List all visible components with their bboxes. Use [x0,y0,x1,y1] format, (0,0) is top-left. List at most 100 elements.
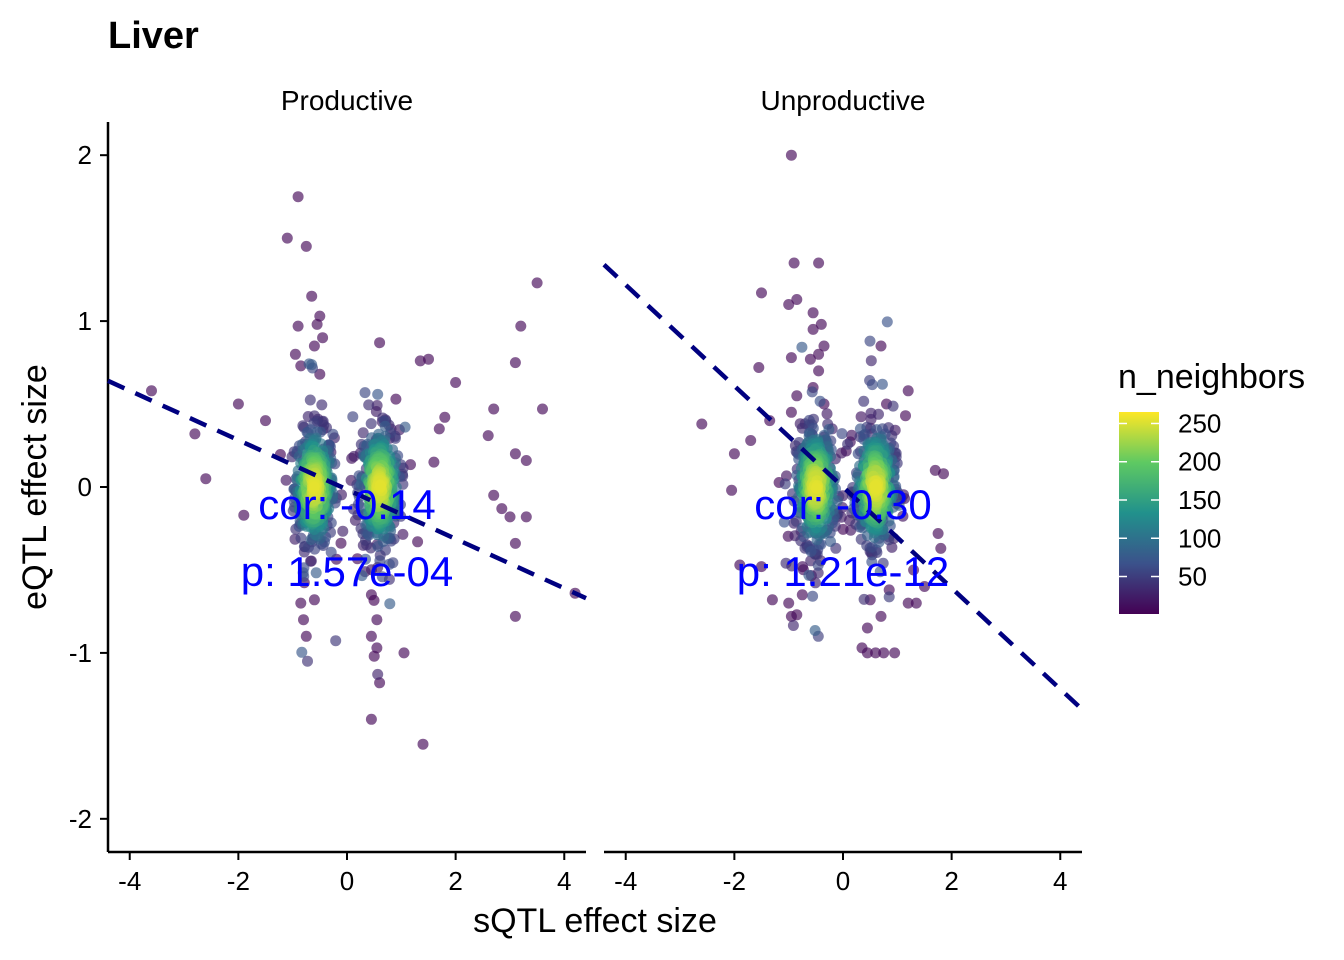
data-point [728,448,740,460]
data-point [300,240,312,252]
data-point [818,340,830,352]
data-point [815,318,827,330]
data-point [295,597,307,609]
data-point [371,400,383,411]
data-point [779,478,791,490]
data-point [809,625,821,636]
correlation-label: cor: -0.30 [754,481,931,528]
data-point [311,318,323,330]
data-point [356,570,368,582]
data-point [791,390,803,402]
data-point [439,411,451,423]
data-point [788,257,800,269]
x-axis-title: sQTL effect size [473,902,717,940]
data-point [910,597,922,609]
data-point [783,597,795,609]
data-point [390,393,402,405]
data-point [314,310,326,322]
data-point [292,320,304,332]
data-point [883,591,895,603]
data-point [363,399,375,411]
data-point [383,558,395,570]
data-point [807,590,819,602]
data-point [379,420,391,432]
data-point [368,650,380,662]
data-point [365,418,377,430]
data-point [351,553,363,565]
x-tick-label: -2 [227,866,250,896]
data-point [509,610,521,622]
data-point [812,559,824,571]
data-point [813,348,825,360]
y-axis-title: eQTL effect size [16,364,54,610]
panel-productive: Productive -4 -2 0 2 4 -2 -1 0 1 2 cor: -0.14 p: 1.5… [69,85,587,896]
data-point [813,257,825,269]
data-point [372,668,384,680]
data-point [296,646,308,658]
data-point [260,415,271,427]
data-point [858,395,870,407]
x-tick-label: -4 [614,866,637,896]
data-point [310,567,322,579]
data-point [384,598,396,610]
data-point [756,561,767,573]
data-point [397,528,409,540]
correlation-label: cor: -0.14 [258,481,435,528]
data-point [864,335,876,347]
points [146,191,581,750]
data-point [861,622,873,634]
data-point [357,427,369,439]
data-point [359,387,371,399]
data-point [866,556,878,568]
data-point [371,614,383,626]
data-point [308,340,320,352]
data-point [365,713,377,725]
panel-unproductive: Unproductive -4 -2 0 2 4 cor: -0.30 p: 1.21e-12 [602,85,1084,896]
data-point [870,481,881,493]
data-point [292,191,304,203]
data-point [306,290,318,302]
data-point [807,307,819,319]
data-point [902,385,914,397]
data-point [778,516,790,528]
data-point [797,561,808,573]
data-point [488,489,500,501]
data-point [902,597,914,609]
data-point [488,403,500,415]
facet-panels: Productive -4 -2 0 2 4 -2 -1 0 1 2 cor: -0.14 p: 1.5… [69,85,1084,896]
data-point [520,511,532,523]
data-point [855,411,867,423]
data-point [414,355,426,367]
data-point [281,232,293,244]
data-point [787,620,799,631]
data-point [302,655,313,667]
legend: n_neighbors 50 100 150 200 250 [1118,358,1305,614]
data-point [433,423,445,435]
data-point [399,421,411,433]
points [696,149,949,659]
data-point [791,294,803,305]
x-tick-label: 4 [1053,866,1067,896]
data-point [791,609,803,621]
data-point [515,320,527,332]
data-point [308,481,320,492]
legend-tick-label: 200 [1178,447,1221,477]
data-point [520,455,532,466]
y-tick-label: 2 [78,140,92,170]
data-point [360,553,371,565]
data-point [509,448,521,460]
data-point [304,394,316,406]
data-point [883,515,895,527]
data-point [509,537,521,549]
legend-title: n_neighbors [1118,358,1305,396]
data-point [785,352,797,364]
data-point [537,403,548,415]
data-point [796,589,808,601]
data-point [374,555,386,567]
data-point [821,408,833,420]
data-point [337,525,349,537]
data-point [935,542,947,554]
data-point [423,353,434,365]
x-tick-label: -2 [723,866,746,896]
